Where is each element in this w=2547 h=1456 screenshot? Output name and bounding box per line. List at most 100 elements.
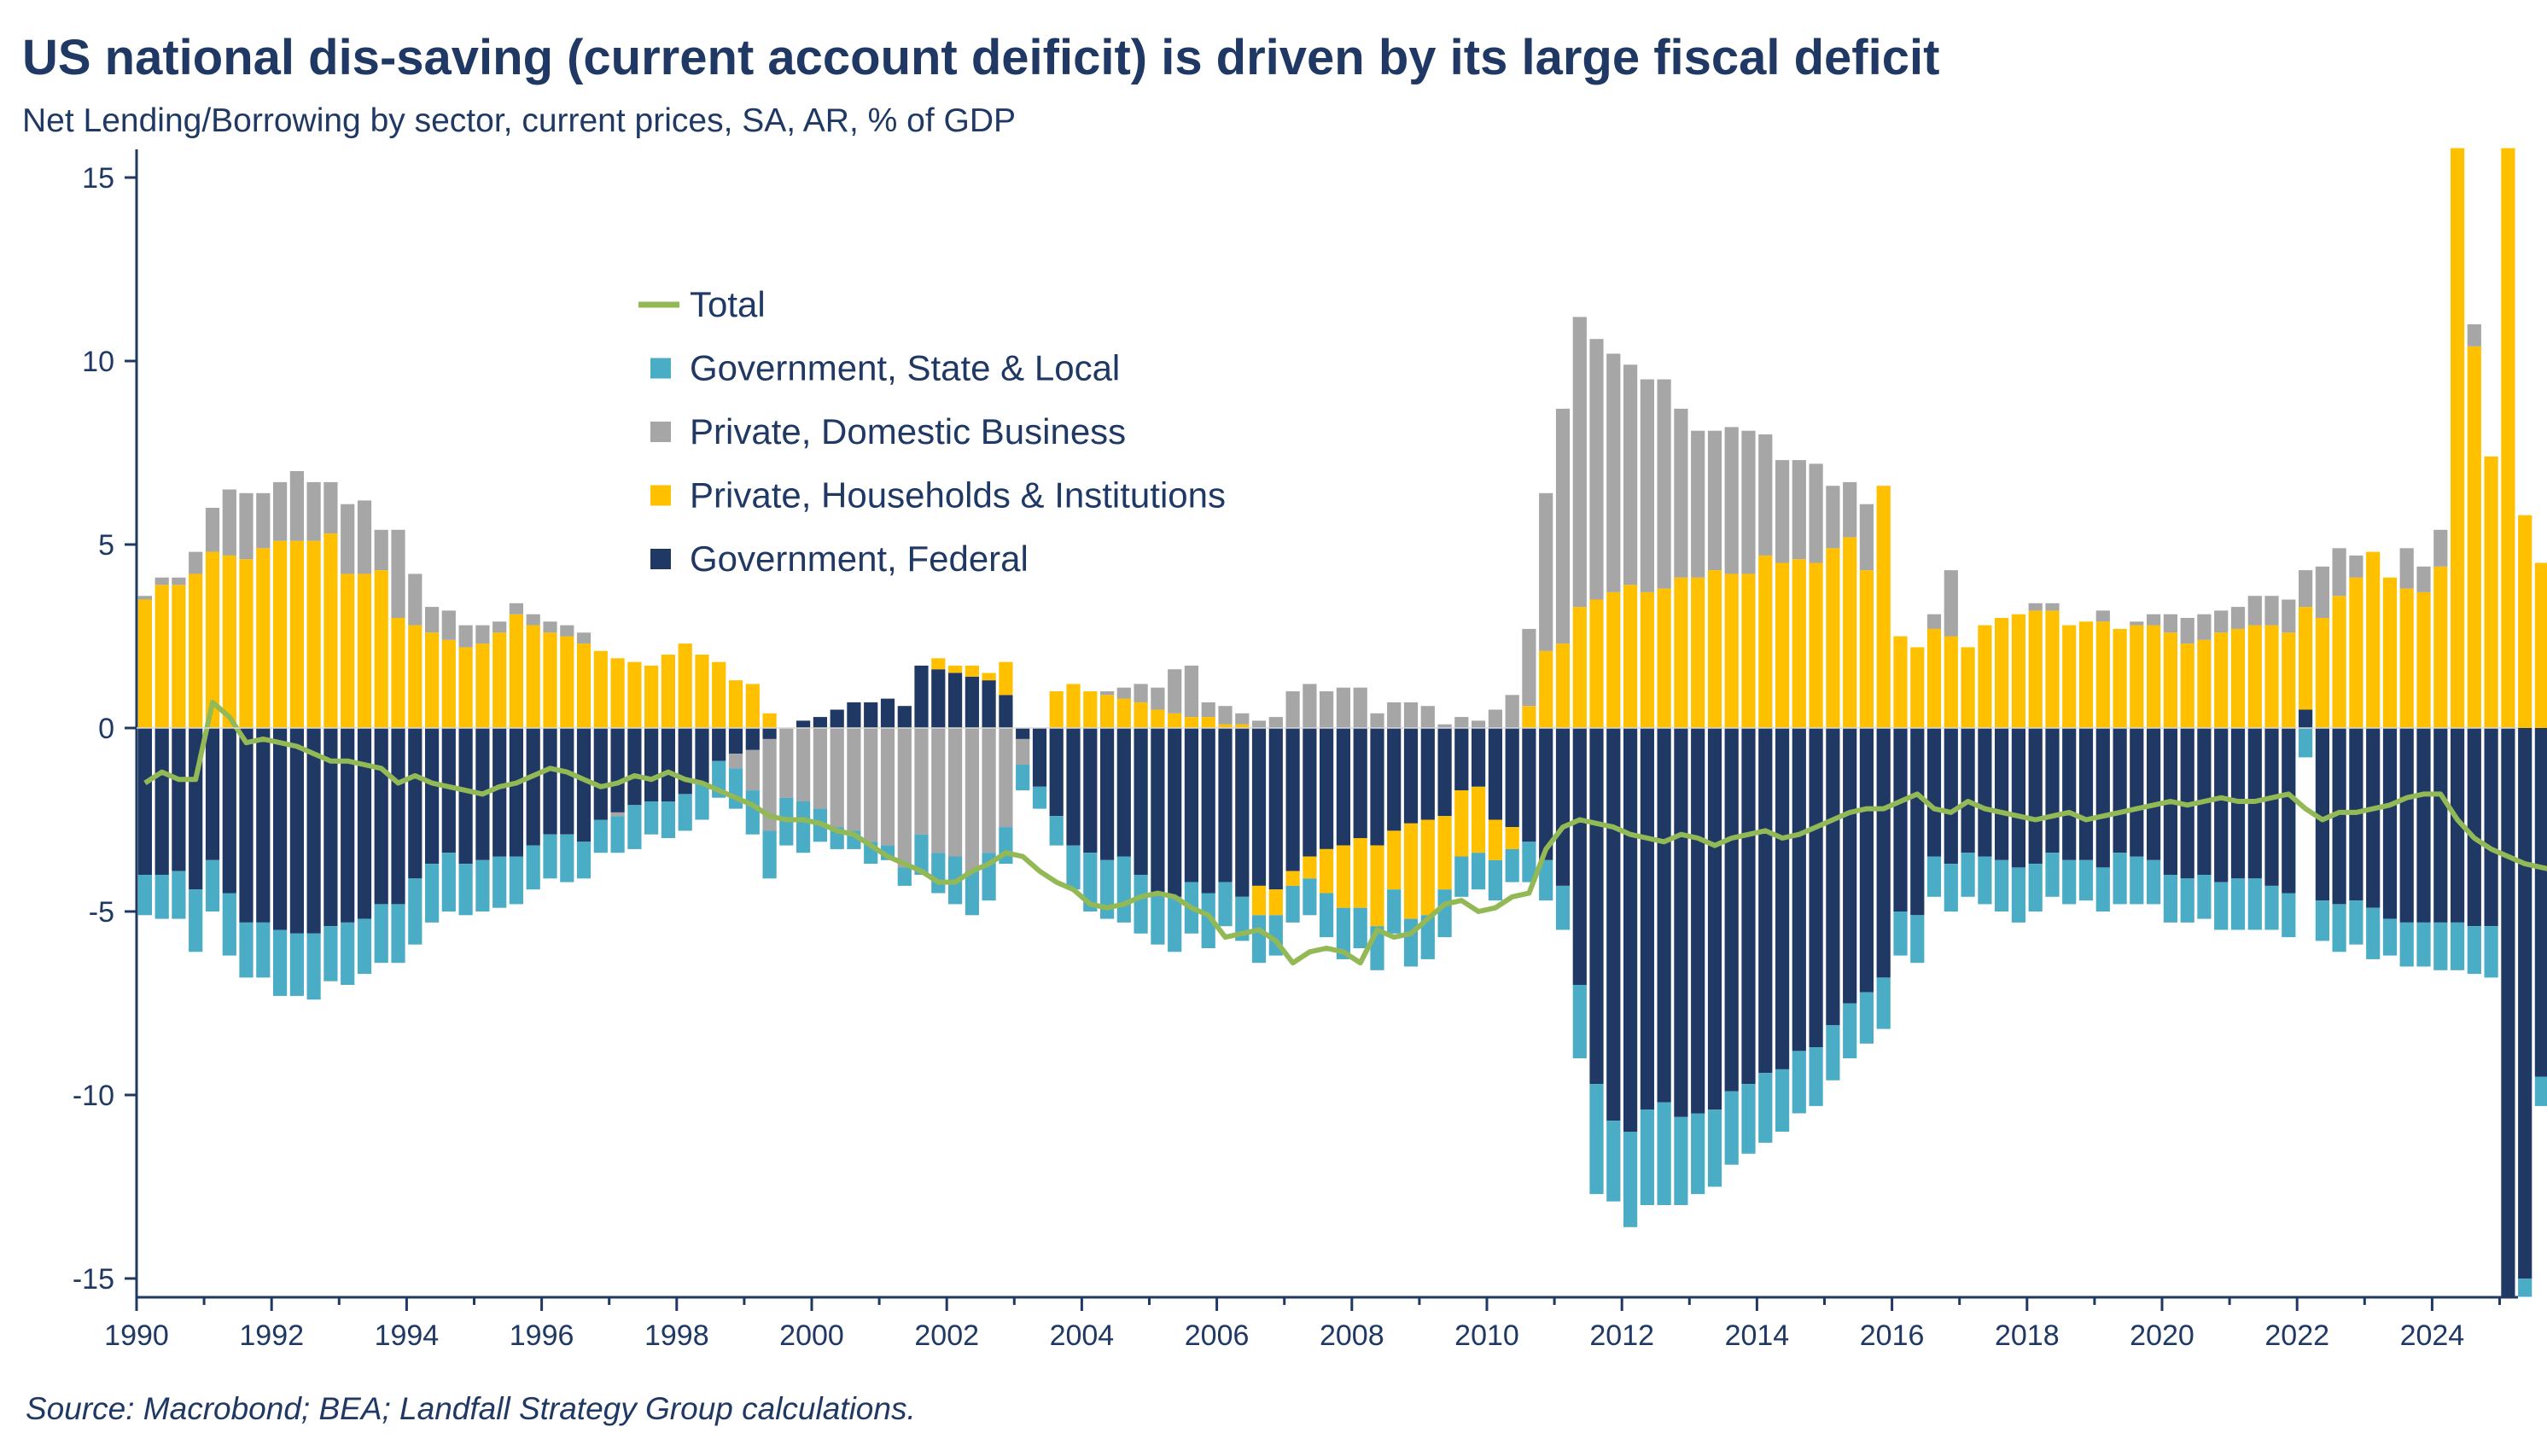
business-bar bbox=[2315, 566, 2329, 618]
state_local-bar bbox=[2534, 1076, 2547, 1106]
federal-bar bbox=[762, 728, 777, 739]
business-bar bbox=[492, 621, 507, 633]
federal-bar bbox=[1320, 728, 1334, 849]
x-tick-label: 2008 bbox=[1320, 1319, 1384, 1352]
households-bar bbox=[2028, 610, 2043, 728]
federal-bar bbox=[273, 728, 288, 930]
households-bar bbox=[2130, 625, 2144, 728]
x-tick-label: 2000 bbox=[779, 1319, 844, 1352]
federal-bar bbox=[1876, 728, 1891, 978]
state_local-bar bbox=[2349, 900, 2363, 945]
business-bar bbox=[1151, 687, 1165, 710]
households-bar bbox=[1116, 698, 1131, 728]
federal-bar bbox=[526, 728, 540, 846]
x-tick-label: 2018 bbox=[1995, 1319, 2060, 1352]
state_local-bar bbox=[1285, 885, 1300, 923]
households-bar bbox=[2534, 562, 2547, 728]
business-bar bbox=[999, 728, 1013, 828]
federal-bar bbox=[1944, 728, 1958, 865]
business-bar bbox=[1758, 434, 1773, 556]
households-bar bbox=[341, 574, 355, 728]
state_local-bar bbox=[1522, 842, 1536, 882]
business-bar bbox=[1320, 691, 1334, 728]
federal-bar bbox=[1505, 728, 1519, 828]
federal-bar bbox=[1066, 728, 1081, 846]
business-bar bbox=[273, 481, 288, 541]
state_local-bar bbox=[1724, 1091, 1739, 1165]
federal-bar bbox=[813, 717, 827, 728]
y-tick-label: 0 bbox=[98, 713, 114, 745]
federal-bar bbox=[644, 728, 659, 801]
state_local-bar bbox=[2366, 907, 2381, 959]
federal-bar bbox=[2147, 728, 2161, 860]
state_local-bar bbox=[1488, 859, 1502, 901]
state_local-bar bbox=[1961, 853, 1975, 897]
state_local-bar bbox=[1336, 907, 1350, 959]
federal-bar bbox=[2484, 728, 2498, 927]
households-bar bbox=[2247, 625, 2262, 728]
state_local-bar bbox=[593, 819, 608, 853]
federal-bar bbox=[914, 665, 929, 728]
state_local-bar bbox=[1387, 889, 1402, 934]
federal-bar bbox=[1285, 728, 1300, 871]
federal-bar bbox=[1218, 728, 1233, 882]
state_local-bar bbox=[2451, 922, 2465, 970]
federal-bar bbox=[1589, 728, 1604, 1085]
federal-bar bbox=[2534, 728, 2547, 1077]
households-bar bbox=[576, 644, 592, 728]
federal-bar bbox=[2045, 728, 2060, 853]
business-bar bbox=[408, 574, 423, 626]
households-bar bbox=[2163, 632, 2177, 728]
state_local-bar bbox=[2299, 728, 2313, 758]
federal-bar bbox=[1472, 728, 1486, 787]
federal-bar bbox=[1488, 728, 1502, 820]
households-bar bbox=[1285, 871, 1300, 886]
state_local-bar bbox=[1809, 1047, 1823, 1106]
federal-bar bbox=[1893, 728, 1908, 911]
business-bar bbox=[1285, 691, 1300, 728]
state_local-bar bbox=[762, 830, 777, 879]
x-tick-label: 2014 bbox=[1725, 1319, 1790, 1352]
business-bar bbox=[762, 738, 777, 831]
state_local-bar bbox=[627, 805, 642, 849]
state_local-bar bbox=[1843, 1003, 1857, 1058]
federal-bar bbox=[1134, 728, 1148, 875]
state_local-bar bbox=[1826, 1025, 1840, 1080]
federal-bar bbox=[137, 728, 152, 875]
state_local-bar bbox=[374, 904, 388, 964]
business-bar bbox=[1420, 706, 1435, 728]
households-bar bbox=[644, 665, 659, 728]
y-tick-label: -10 bbox=[73, 1080, 114, 1112]
state_local-bar bbox=[1674, 1116, 1688, 1205]
state_local-bar bbox=[560, 834, 574, 882]
business-bar bbox=[1522, 628, 1536, 707]
state_local-bar bbox=[1016, 765, 1030, 791]
state_local-bar bbox=[1926, 856, 1942, 897]
business-bar bbox=[1859, 504, 1874, 571]
business-bar bbox=[2349, 555, 2363, 578]
business-bar bbox=[526, 614, 540, 626]
state_local-bar bbox=[1100, 859, 1115, 919]
state_local-bar bbox=[1640, 1109, 1654, 1205]
business-bar bbox=[560, 625, 574, 637]
business-bar bbox=[610, 812, 625, 817]
households-bar bbox=[205, 551, 220, 728]
households-bar bbox=[391, 618, 405, 728]
federal-bar bbox=[425, 728, 440, 865]
business-bar bbox=[1555, 408, 1571, 644]
legend-label: Total bbox=[690, 284, 766, 324]
federal-bar bbox=[712, 728, 726, 761]
households-bar bbox=[273, 540, 288, 728]
state_local-bar bbox=[323, 926, 338, 981]
households-bar bbox=[610, 658, 625, 728]
business-bar bbox=[1606, 353, 1621, 592]
households-bar bbox=[1049, 691, 1064, 728]
households-bar bbox=[2332, 596, 2346, 728]
state_local-bar bbox=[1555, 885, 1571, 930]
federal-bar bbox=[2315, 728, 2329, 901]
business-bar bbox=[2197, 614, 2212, 640]
x-tick-label: 1992 bbox=[239, 1319, 304, 1352]
state_local-bar bbox=[1420, 915, 1435, 959]
business-bar bbox=[1505, 695, 1519, 728]
business-bar bbox=[306, 481, 321, 541]
